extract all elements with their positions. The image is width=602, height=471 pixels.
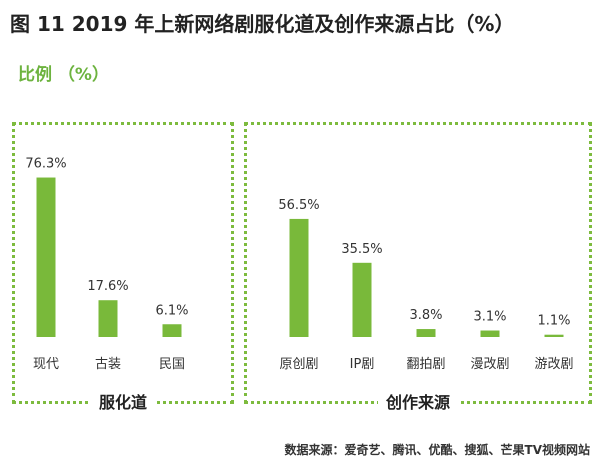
panel-source-title: 创作来源 (377, 393, 458, 412)
panel-costume-title: 服化道 (90, 393, 155, 412)
unit-label: 比例 （%） (18, 65, 109, 85)
panel-costume: 服化道 (12, 122, 234, 412)
panel-source: 创作来源 (244, 122, 592, 412)
chart-title: 图 11 2019 年上新网络剧服化道及创作来源占比（%） (10, 12, 515, 36)
data-source: 数据来源：爱奇艺、腾讯、优酷、搜狐、芒果TV视频网站 (284, 443, 590, 457)
